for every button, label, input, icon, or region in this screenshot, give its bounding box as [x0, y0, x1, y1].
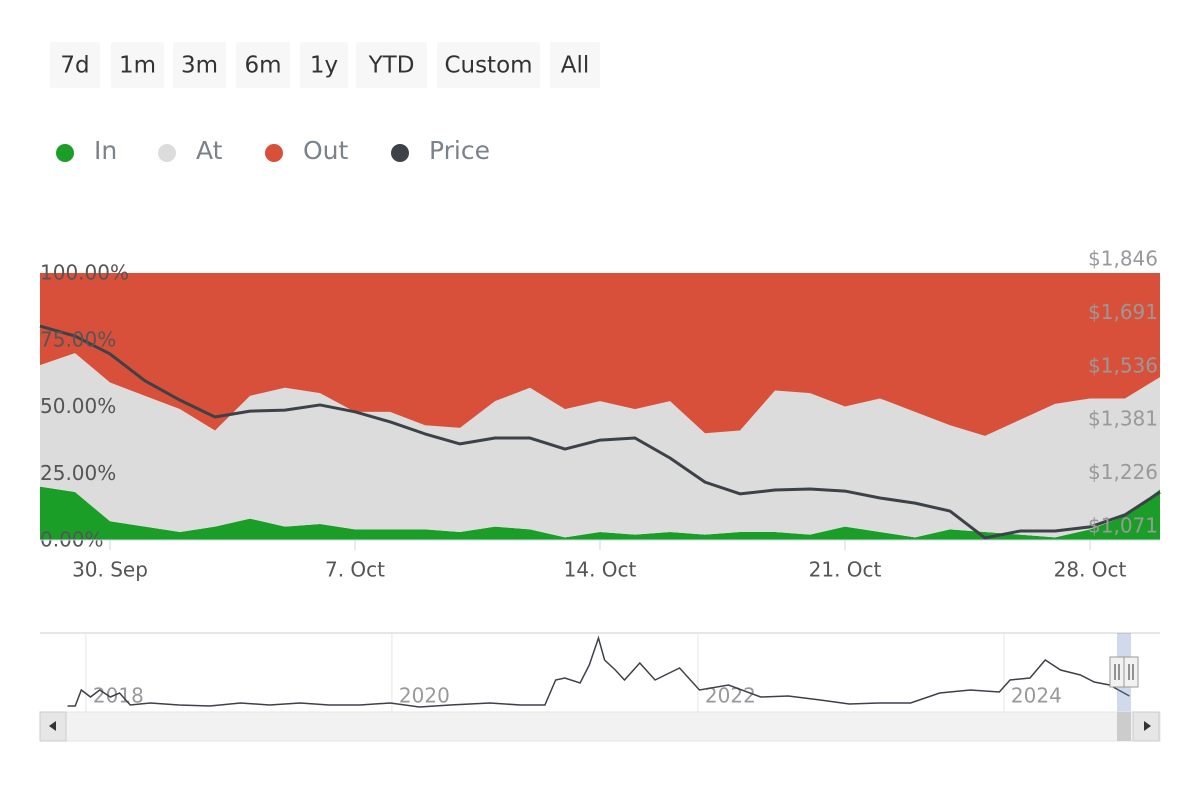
button-bg[interactable] [173, 42, 226, 88]
scroll-left-arrow [49, 721, 56, 731]
range-button[interactable]: 6m [236, 42, 290, 88]
x-tick-label: 21. Oct [809, 558, 882, 582]
legend-item[interactable]: In [56, 136, 117, 165]
button-bg[interactable] [50, 42, 100, 88]
y-tick-label: 100.00% [40, 261, 129, 285]
navigator-tick-label: 2020 [399, 684, 450, 708]
x-tick-label: 14. Oct [564, 558, 637, 582]
range-button[interactable]: 1m [111, 42, 164, 88]
button-bg[interactable] [300, 42, 348, 88]
y2-tick-label: $1,381 [1088, 407, 1158, 431]
range-button[interactable]: YTD [356, 42, 427, 88]
button-bg[interactable] [437, 42, 540, 88]
area [40, 273, 1160, 436]
button-label[interactable]: YTD [368, 53, 415, 79]
y-tick-label: 50.00% [40, 394, 116, 418]
button-bg[interactable] [236, 42, 290, 88]
legend-swatch[interactable] [391, 144, 409, 162]
y2-tick-label: $1,691 [1088, 300, 1158, 324]
range-button[interactable]: 1y [300, 42, 348, 88]
navigator-handle[interactable] [1123, 656, 1139, 688]
legend-label[interactable]: Out [303, 136, 349, 165]
y2-tick-label: $1,071 [1088, 514, 1158, 538]
button-label[interactable]: 3m [181, 53, 218, 79]
area [40, 353, 1160, 538]
button-label[interactable]: 1m [119, 53, 156, 79]
button-bg[interactable] [111, 42, 164, 88]
range-button[interactable]: 7d [50, 42, 100, 88]
range-button[interactable]: 3m [173, 42, 226, 88]
x-tick-label: 28. Oct [1054, 558, 1127, 582]
button-label[interactable]: Custom [444, 53, 532, 79]
button-label[interactable]: 7d [60, 53, 89, 79]
legend-swatch[interactable] [265, 144, 283, 162]
y-tick-label: 25.00% [40, 461, 116, 485]
scroll-right-arrow [1144, 721, 1151, 731]
button-bg[interactable] [356, 42, 427, 88]
navigator-handle[interactable] [1109, 656, 1125, 688]
area [40, 486, 1160, 540]
legend-label[interactable]: At [196, 136, 223, 165]
scrollbar-thumb[interactable] [1117, 712, 1131, 741]
navigator-tick-label: 2024 [1011, 684, 1062, 708]
price-line [39, 324, 1161, 540]
button-label[interactable]: 6m [244, 53, 281, 79]
y2-tick-label: $1,226 [1088, 460, 1158, 484]
button-bg[interactable] [550, 42, 600, 88]
legend-label[interactable]: In [94, 136, 117, 165]
y2-tick-label: $1,846 [1088, 247, 1158, 271]
range-button[interactable]: All [550, 42, 600, 88]
navigator-tick-label: 2018 [93, 684, 144, 708]
legend-item[interactable]: Price [391, 136, 490, 165]
legend-label[interactable]: Price [429, 136, 490, 165]
x-tick-label: 7. Oct [325, 558, 385, 582]
navigator-line [67, 635, 1130, 708]
legend-item[interactable]: Out [265, 136, 349, 165]
y2-tick-label: $1,536 [1088, 353, 1158, 377]
button-label[interactable]: 1y [310, 53, 338, 79]
x-tick-label: 30. Sep [72, 558, 148, 582]
legend-swatch[interactable] [158, 144, 176, 162]
range-button[interactable]: Custom [437, 42, 540, 88]
legend-swatch[interactable] [56, 144, 74, 162]
scrollbar-track[interactable] [39, 711, 1161, 742]
y-tick-label: 75.00% [40, 327, 116, 351]
legend-item[interactable]: At [158, 136, 223, 165]
button-label[interactable]: All [561, 53, 590, 79]
